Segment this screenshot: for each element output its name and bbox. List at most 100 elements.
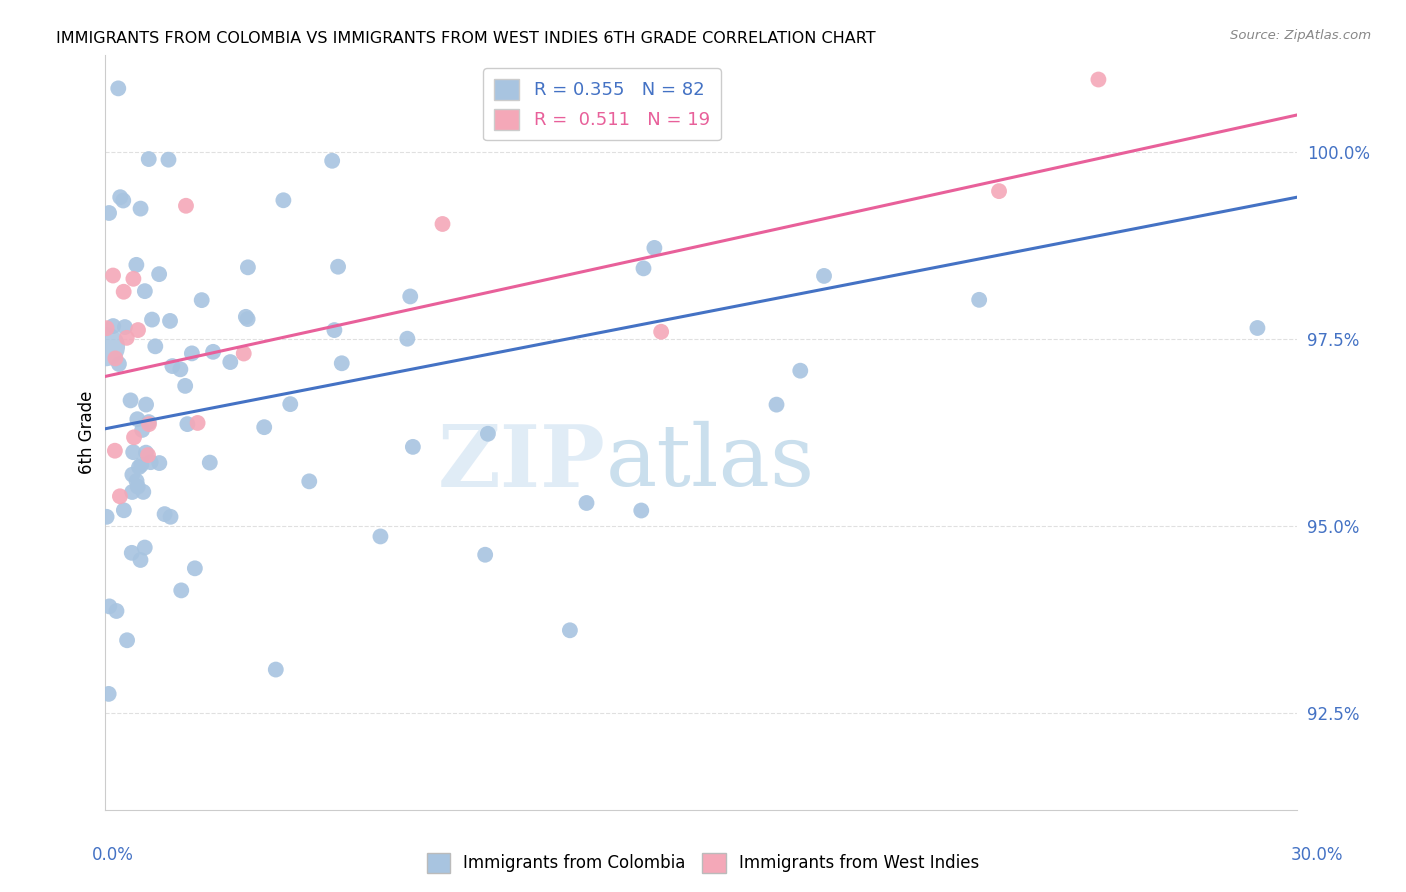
Point [128, 460, 150, 475]
Point [104, 351, 127, 366]
Point [575, 496, 598, 510]
Point [122, 445, 145, 459]
Point [139, 455, 162, 469]
Point [198, 456, 221, 470]
Point [108, 357, 131, 371]
Text: 0.0%: 0.0% [91, 846, 134, 863]
Point [789, 364, 811, 378]
Point [127, 412, 149, 426]
Point [236, 260, 259, 275]
Point [112, 503, 135, 517]
Point [136, 448, 159, 462]
Point [402, 440, 425, 454]
Point [370, 529, 392, 543]
Point [765, 398, 787, 412]
Point [129, 202, 152, 216]
Point [121, 546, 143, 560]
Point [138, 417, 160, 431]
Point [988, 184, 1011, 198]
Point [1246, 321, 1268, 335]
Point [107, 81, 129, 95]
Point [633, 261, 655, 276]
Text: ZIP: ZIP [437, 421, 606, 505]
Point [135, 445, 157, 459]
Text: Source: ZipAtlas.com: Source: ZipAtlas.com [1230, 29, 1371, 42]
Point [122, 272, 145, 286]
Point [174, 379, 197, 393]
Point [127, 323, 149, 337]
Point [132, 484, 155, 499]
Point [180, 346, 202, 360]
Point [202, 344, 225, 359]
Point [323, 323, 346, 337]
Point [104, 443, 127, 458]
Point [108, 489, 131, 503]
Point [643, 241, 665, 255]
Point [125, 474, 148, 488]
Point [98, 206, 121, 220]
Point [129, 458, 152, 472]
Point [190, 293, 212, 307]
Y-axis label: 6th Grade: 6th Grade [79, 391, 96, 475]
Point [96, 509, 118, 524]
Point [97, 687, 120, 701]
Point [432, 217, 454, 231]
Point [967, 293, 990, 307]
Point [326, 260, 349, 274]
Point [159, 314, 181, 328]
Point [273, 194, 295, 208]
Point [159, 509, 181, 524]
Legend: Immigrants from Colombia, Immigrants from West Indies: Immigrants from Colombia, Immigrants fro… [420, 847, 986, 880]
Point [399, 289, 422, 303]
Point [148, 456, 170, 470]
Point [278, 397, 301, 411]
Point [162, 359, 184, 373]
Point [114, 320, 136, 334]
Point [153, 507, 176, 521]
Text: IMMIGRANTS FROM COLOMBIA VS IMMIGRANTS FROM WEST INDIES 6TH GRADE CORRELATION CH: IMMIGRANTS FROM COLOMBIA VS IMMIGRANTS F… [56, 31, 876, 46]
Point [170, 583, 193, 598]
Point [235, 310, 257, 324]
Point [650, 325, 672, 339]
Point [98, 599, 121, 614]
Point [157, 153, 180, 167]
Text: atlas: atlas [606, 421, 814, 504]
Point [120, 393, 142, 408]
Point [121, 485, 143, 500]
Point [141, 312, 163, 326]
Point [135, 398, 157, 412]
Point [138, 415, 160, 429]
Point [174, 199, 197, 213]
Point [134, 284, 156, 298]
Point [558, 624, 581, 638]
Point [121, 467, 143, 482]
Point [108, 190, 131, 204]
Text: 30.0%: 30.0% [1291, 846, 1343, 863]
Point [176, 417, 198, 431]
Point [1087, 72, 1109, 87]
Point [219, 355, 242, 369]
Point [184, 561, 207, 575]
Point [115, 633, 138, 648]
Point [253, 420, 276, 434]
Point [630, 503, 652, 517]
Point [105, 604, 128, 618]
Point [101, 319, 124, 334]
Legend: R = 0.355   N = 82, R =  0.511   N = 19: R = 0.355 N = 82, R = 0.511 N = 19 [484, 68, 721, 140]
Point [115, 331, 138, 345]
Point [169, 362, 191, 376]
Point [232, 346, 254, 360]
Point [143, 339, 166, 353]
Point [187, 416, 209, 430]
Point [122, 430, 145, 444]
Point [131, 423, 153, 437]
Point [330, 356, 353, 370]
Point [125, 258, 148, 272]
Point [264, 663, 287, 677]
Point [813, 268, 835, 283]
Point [94, 340, 117, 354]
Point [112, 285, 135, 299]
Point [138, 152, 160, 166]
Point [396, 332, 419, 346]
Point [474, 548, 496, 562]
